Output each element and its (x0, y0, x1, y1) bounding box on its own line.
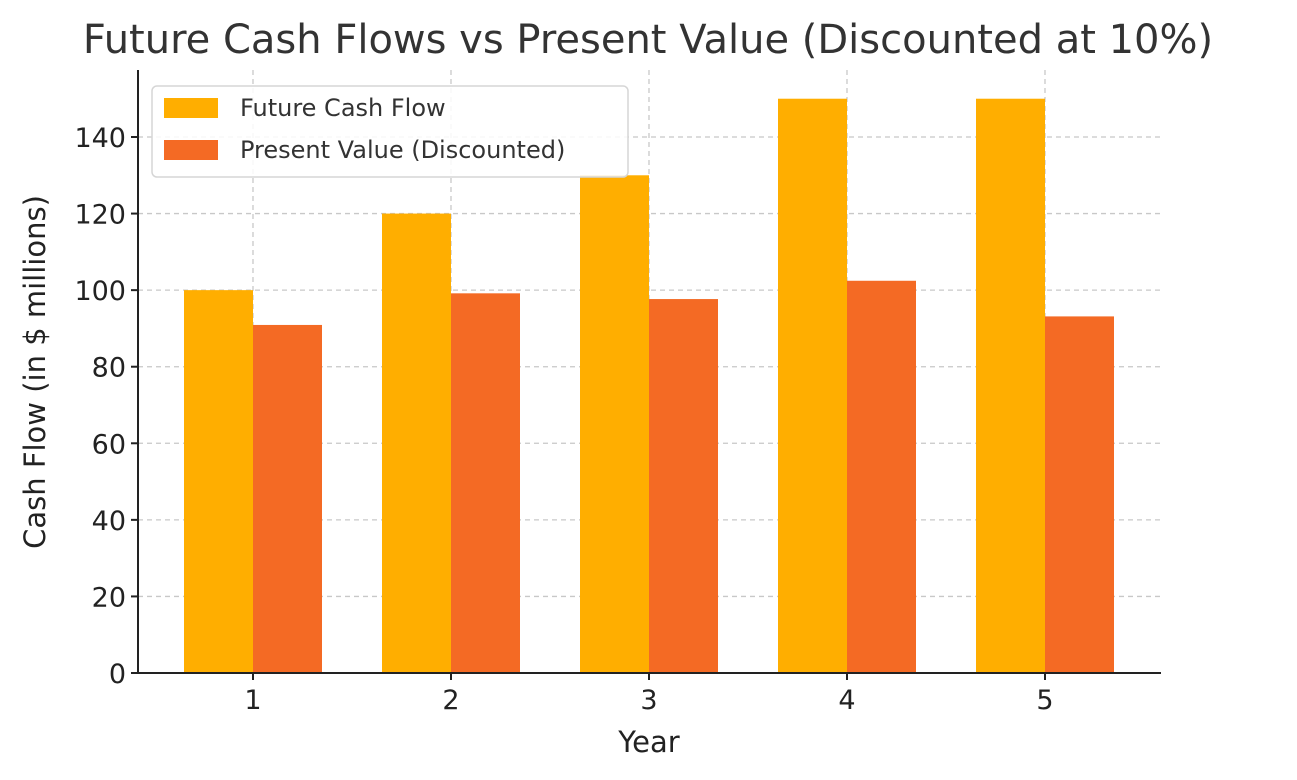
legend-swatch (164, 140, 218, 160)
y-tick-label: 100 (74, 276, 126, 307)
bar-present-value-4 (847, 280, 916, 673)
legend-box (151, 85, 629, 178)
bar-future-cash-flow-2 (382, 213, 451, 674)
bar-future-cash-flow-3 (580, 175, 649, 674)
bar-future-cash-flow-5 (976, 98, 1045, 673)
y-axis-label: Cash Flow (in $ millions) (18, 195, 52, 549)
chart-title: Future Cash Flows vs Present Value (Disc… (83, 17, 1213, 63)
x-tick-label: 4 (838, 685, 855, 716)
bar-future-cash-flow-4 (778, 98, 847, 673)
y-tick-label: 0 (109, 659, 126, 690)
y-tick-label: 120 (74, 200, 126, 231)
bar-present-value-2 (451, 293, 520, 673)
y-tick-label: 80 (92, 353, 126, 384)
y-tick-label: 140 (74, 123, 126, 154)
x-tick-label: 5 (1036, 685, 1053, 716)
legend-label: Present Value (Discounted) (240, 136, 565, 164)
y-ticks: 0 20 40 60 80 100 120 140 (74, 123, 138, 690)
bars (184, 98, 1114, 674)
x-axis-label: Year (617, 725, 679, 759)
legend-swatch (164, 98, 218, 118)
y-tick-label: 60 (92, 429, 126, 460)
y-tick-label: 20 (92, 582, 126, 613)
bar-present-value-5 (1045, 316, 1114, 673)
legend-label: Future Cash Flow (240, 94, 446, 122)
y-tick-label: 40 (92, 506, 126, 537)
bar-present-value-3 (649, 299, 718, 673)
x-tick-label: 2 (442, 685, 459, 716)
x-tick-label: 3 (640, 685, 657, 716)
bar-future-cash-flow-1 (184, 290, 253, 673)
legend: Future Cash Flow Present Value (Discounte… (151, 85, 629, 178)
x-tick-label: 1 (244, 685, 261, 716)
x-ticks: 1 2 3 4 5 (244, 673, 1054, 716)
bar-present-value-1 (253, 324, 322, 673)
